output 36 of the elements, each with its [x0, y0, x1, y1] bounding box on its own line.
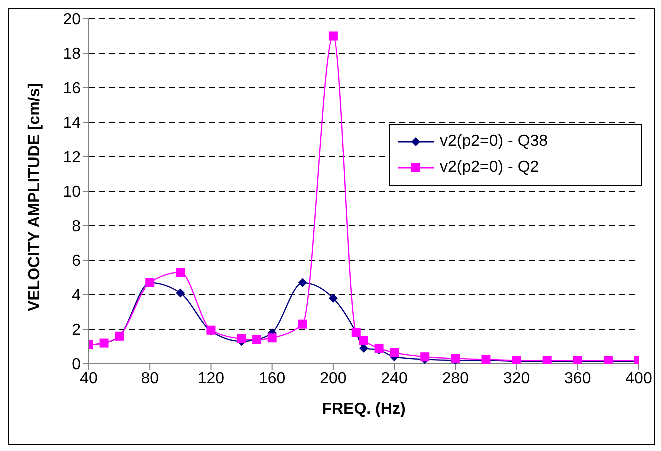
- y-tick-label: 18: [63, 46, 82, 64]
- legend-label: v2(p2=0) - Q38: [440, 132, 548, 152]
- y-tick-label: 8: [72, 218, 82, 236]
- point: [420, 352, 430, 362]
- y-tick-label: 2: [72, 322, 82, 340]
- point: [390, 348, 400, 358]
- x-tick-label: 80: [141, 370, 160, 388]
- x-tick-label: 200: [320, 370, 347, 388]
- y-tick-label: 16: [63, 80, 82, 98]
- x-tick-label: 120: [198, 370, 225, 388]
- point: [176, 288, 186, 298]
- x-tick-label: 280: [442, 370, 470, 388]
- point: [237, 334, 246, 344]
- x-tick-label: 240: [381, 370, 408, 388]
- y-tick-label: 0: [72, 356, 82, 374]
- y-tick-label: 20: [63, 12, 82, 29]
- x-tick-label: 320: [503, 370, 530, 388]
- y-tick-label: 10: [63, 184, 82, 202]
- point: [176, 268, 186, 278]
- y-tick-label: 14: [63, 115, 82, 132]
- y-axis-title: VELOCITY AMPLITUDE [cm/s]: [26, 83, 44, 312]
- x-axis-title: FREQ. (Hz): [322, 401, 406, 418]
- point: [298, 320, 308, 329]
- legend-label: v2(p2=0) - Q2: [440, 158, 540, 178]
- point: [298, 278, 308, 288]
- point: [328, 32, 338, 41]
- x-tick-label: 400: [626, 370, 652, 388]
- point: [328, 294, 338, 303]
- x-tick-label: 360: [564, 370, 592, 388]
- y-tick-label: 6: [72, 253, 82, 270]
- y-tick-label: 4: [72, 288, 82, 305]
- point: [360, 336, 368, 346]
- point: [268, 334, 277, 343]
- x-tick-label: 160: [258, 370, 286, 388]
- x-tick-label: 40: [80, 370, 98, 388]
- y-tick-label: 12: [63, 150, 82, 167]
